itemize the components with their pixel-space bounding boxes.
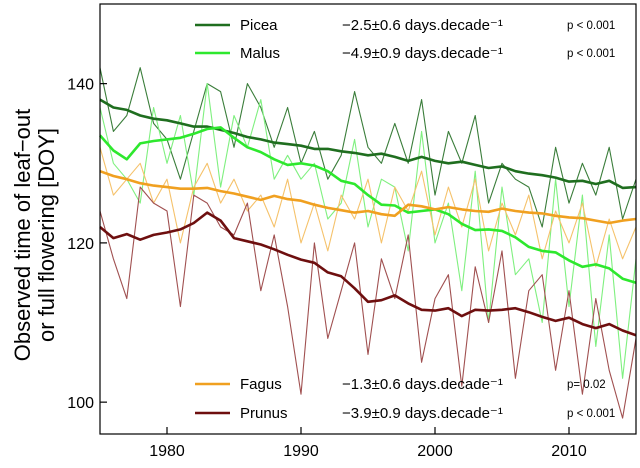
legend-name: Picea <box>240 17 278 34</box>
legend-name: Malus <box>240 45 280 62</box>
legend-trend: −1.3±0.6 days.decade⁻¹ <box>342 376 503 393</box>
legend-trend: −4.9±0.9 days.decade⁻¹ <box>342 45 503 62</box>
legend-name: Prunus <box>240 405 288 422</box>
plot-area <box>99 67 637 419</box>
legend-entry-picea: Picea −2.5±0.6 days.decade⁻¹ p < 0.001 <box>195 17 615 34</box>
y-axis-label-line-2: or full flowering [DOY] <box>34 128 59 342</box>
legend: Picea −2.5±0.6 days.decade⁻¹ p < 0.001Malu… <box>195 17 615 422</box>
series-smooth-line-picea <box>99 98 637 190</box>
series-raw-line-picea <box>99 67 637 228</box>
series-raw-line-prunus <box>99 186 637 419</box>
legend-p-value: p < 0.001 <box>567 48 615 60</box>
y-axis-label: Observed time of leaf−out or full flower… <box>10 109 59 362</box>
legend-p-value: p < 0.001 <box>567 408 615 420</box>
legend-entry-fagus: Fagus −1.3±0.6 days.decade⁻¹ p= 0.02 <box>195 376 606 393</box>
y-tick-label: 140 <box>67 77 94 94</box>
legend-entry-malus: Malus −4.9±0.9 days.decade⁻¹ p < 0.001 <box>195 45 615 62</box>
ticks: 1980 1990 2000 2010 100 120 140 <box>67 77 587 460</box>
series-raw-line-fagus <box>99 147 637 268</box>
legend-p-value: p < 0.001 <box>567 20 615 32</box>
series-smooth-line-prunus <box>99 211 637 337</box>
series-raw-line-malus <box>99 83 637 379</box>
y-axis-label-line-1: Observed time of leaf−out <box>10 109 35 362</box>
legend-p-value: p= 0.02 <box>567 379 606 391</box>
y-tick-label: 100 <box>67 395 94 412</box>
legend-trend: −3.9±0.9 days.decade⁻¹ <box>342 405 503 422</box>
y-tick-label: 120 <box>67 236 94 253</box>
legend-trend: −2.5±0.6 days.decade⁻¹ <box>342 17 503 34</box>
axes <box>99 3 637 435</box>
legend-name: Fagus <box>240 376 282 393</box>
plot-frame <box>99 3 637 435</box>
legend-entry-prunus: Prunus −3.9±0.9 days.decade⁻¹ p < 0.001 <box>195 405 615 422</box>
x-tick-label: 1980 <box>149 443 185 460</box>
x-tick-label: 1990 <box>283 443 319 460</box>
x-tick-label: 2010 <box>551 443 587 460</box>
series-smooth-line-fagus <box>99 169 637 225</box>
series-smooth-line-malus <box>99 126 637 284</box>
x-tick-label: 2000 <box>417 443 453 460</box>
